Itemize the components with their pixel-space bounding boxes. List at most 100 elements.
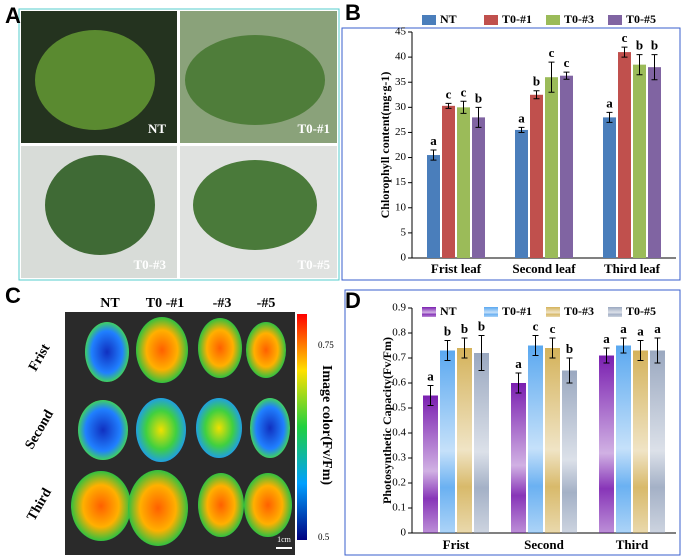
significance-label: c	[446, 86, 452, 101]
significance-label: a	[603, 331, 610, 346]
error-bar	[620, 337, 627, 354]
significance-label: a	[515, 356, 522, 371]
legend-label: T0-#3	[564, 304, 594, 318]
bar	[599, 355, 614, 533]
colorbar-tick: 0.5	[318, 532, 330, 542]
y-tick-label: 0.9	[392, 302, 406, 314]
legend-label: T0-#1	[502, 304, 532, 318]
legend-swatch	[546, 15, 560, 25]
column-label: -#5	[257, 296, 276, 311]
plant	[193, 160, 317, 250]
photo-label: NT	[148, 121, 166, 136]
y-tick-label: 40	[395, 51, 407, 63]
bar	[472, 117, 485, 258]
bar	[423, 395, 438, 533]
y-axis-label: Photosynthetic Capacity(Fv/Fm)	[380, 337, 394, 504]
bar	[530, 94, 543, 259]
row-label: Frist	[26, 341, 54, 374]
y-tick-label: 0.8	[392, 327, 406, 339]
significance-label: b	[444, 323, 451, 338]
bar	[560, 75, 573, 259]
legend-swatch	[484, 307, 498, 317]
error-bar	[566, 357, 573, 384]
legend-swatch	[546, 307, 560, 317]
legend-label: NT	[440, 304, 457, 318]
significance-label: b	[533, 74, 540, 89]
error-bar	[651, 54, 658, 81]
y-tick-label: 0.2	[392, 477, 406, 489]
legend-label: T0-#5	[626, 12, 656, 26]
error-bar	[637, 340, 644, 361]
y-tick-label: 0	[401, 527, 407, 539]
significance-label: b	[651, 38, 658, 53]
x-tick-label: Second	[524, 537, 565, 552]
bar	[474, 353, 489, 533]
error-bar	[621, 46, 628, 58]
colorbar	[297, 314, 307, 540]
legend-swatch	[422, 307, 436, 317]
error-bar	[444, 340, 451, 361]
bar	[528, 345, 543, 533]
bar	[545, 348, 560, 533]
panel-letter: A	[5, 3, 21, 28]
x-tick-label: Second leaf	[512, 261, 576, 276]
x-tick-label: Frist leaf	[431, 261, 482, 276]
y-tick-label: 0.6	[392, 377, 406, 389]
significance-label: a	[654, 321, 661, 336]
panel-letter: D	[345, 288, 361, 313]
significance-label: b	[566, 341, 573, 356]
y-tick-label: 0.5	[392, 402, 406, 414]
panel-d-frame	[344, 289, 681, 556]
y-tick-label: 30	[395, 101, 407, 113]
error-bar	[460, 100, 467, 114]
bar	[511, 383, 526, 533]
bar	[603, 117, 616, 258]
error-bar	[532, 335, 539, 356]
bar	[648, 67, 661, 259]
error-bar	[475, 106, 482, 128]
significance-label: c	[549, 45, 555, 60]
error-bar	[515, 372, 522, 394]
row-label: Second	[23, 407, 57, 452]
legend-label: T0-#3	[564, 12, 594, 26]
legend-swatch	[484, 15, 498, 25]
plant	[35, 30, 155, 130]
colorbar-tick: 0.75	[318, 340, 334, 350]
significance-label: b	[636, 38, 643, 53]
significance-label: c	[461, 84, 467, 99]
significance-label: a	[637, 323, 644, 338]
bar	[633, 350, 648, 533]
y-tick-label: 0.4	[392, 427, 406, 439]
panel-letter: C	[5, 283, 21, 308]
bar	[633, 64, 646, 259]
significance-label: b	[461, 321, 468, 336]
significance-label: a	[518, 110, 525, 125]
legend-label: T0-#1	[502, 12, 532, 26]
error-bar	[478, 335, 485, 371]
significance-label: c	[550, 321, 556, 336]
significance-label: c	[564, 55, 570, 70]
bar	[650, 350, 665, 533]
significance-label: a	[620, 321, 627, 336]
error-bar	[563, 71, 570, 80]
y-tick-label: 0	[401, 252, 407, 264]
error-bar	[427, 385, 434, 406]
bar	[442, 105, 455, 259]
error-bar	[636, 54, 643, 76]
panel-letter: B	[345, 0, 361, 25]
y-tick-label: 35	[395, 76, 407, 88]
scale-label: 1cm	[277, 535, 292, 544]
x-tick-label: Third leaf	[604, 261, 661, 276]
y-tick-label: 45	[395, 26, 407, 38]
bar	[562, 370, 577, 533]
column-label: -#3	[213, 296, 232, 311]
legend-swatch	[422, 15, 436, 25]
error-bar	[533, 90, 540, 100]
error-bar	[548, 61, 555, 93]
photo-label: T0-#1	[298, 121, 331, 136]
bar	[457, 348, 472, 533]
y-tick-label: 25	[395, 126, 407, 138]
leaves	[71, 317, 292, 549]
error-bar	[445, 102, 452, 109]
significance-label: a	[606, 95, 613, 110]
